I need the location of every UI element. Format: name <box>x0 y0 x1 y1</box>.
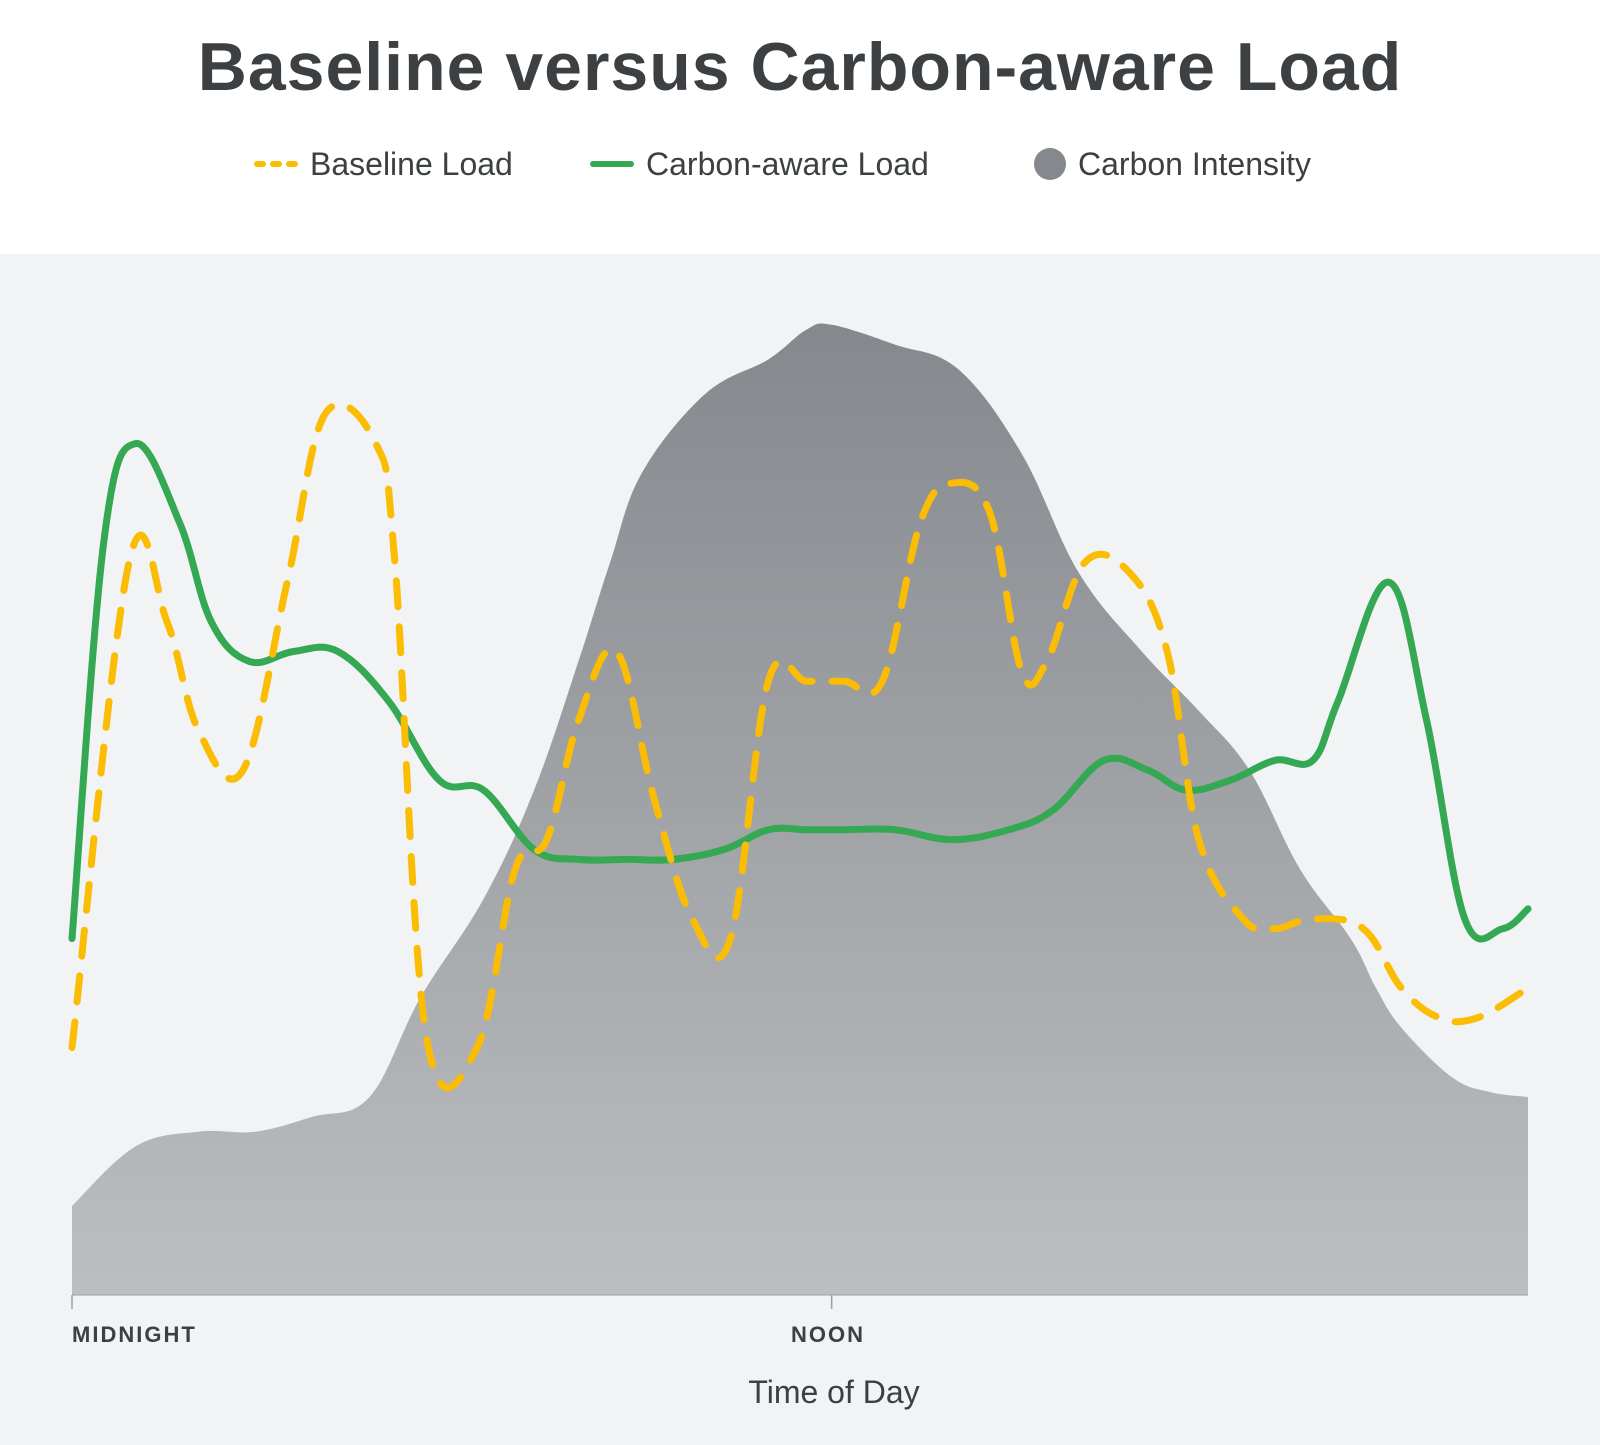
legend-label-baseline: Baseline Load <box>310 145 513 182</box>
legend-item-carbon-aware: Carbon-aware Load <box>590 140 929 188</box>
x-axis-label: Time of Day <box>748 1374 920 1410</box>
x-tick-label-midnight: MIDNIGHT <box>72 1322 197 1347</box>
legend-item-baseline: Baseline Load <box>254 140 513 188</box>
carbon-intensity-area <box>72 323 1528 1295</box>
carbon-aware-line-swatch-icon <box>590 161 634 167</box>
chart-title: Baseline versus Carbon-aware Load <box>197 29 1403 105</box>
legend-label-carbon-aware: Carbon-aware Load <box>646 145 929 182</box>
baseline-load-line <box>68 400 1532 1092</box>
legend-item-carbon-intensity: Carbon Intensity <box>1034 140 1311 188</box>
legend: Baseline Load Carbon-aware Load Carbon I… <box>0 140 1600 188</box>
baseline-dash-swatch-icon <box>254 161 298 167</box>
carbon-aware-load-line <box>68 440 1532 943</box>
carbon-intensity-dot-swatch-icon <box>1034 148 1066 180</box>
legend-label-carbon-intensity: Carbon Intensity <box>1078 145 1312 182</box>
x-tick-label-noon: NOON <box>791 1322 865 1347</box>
